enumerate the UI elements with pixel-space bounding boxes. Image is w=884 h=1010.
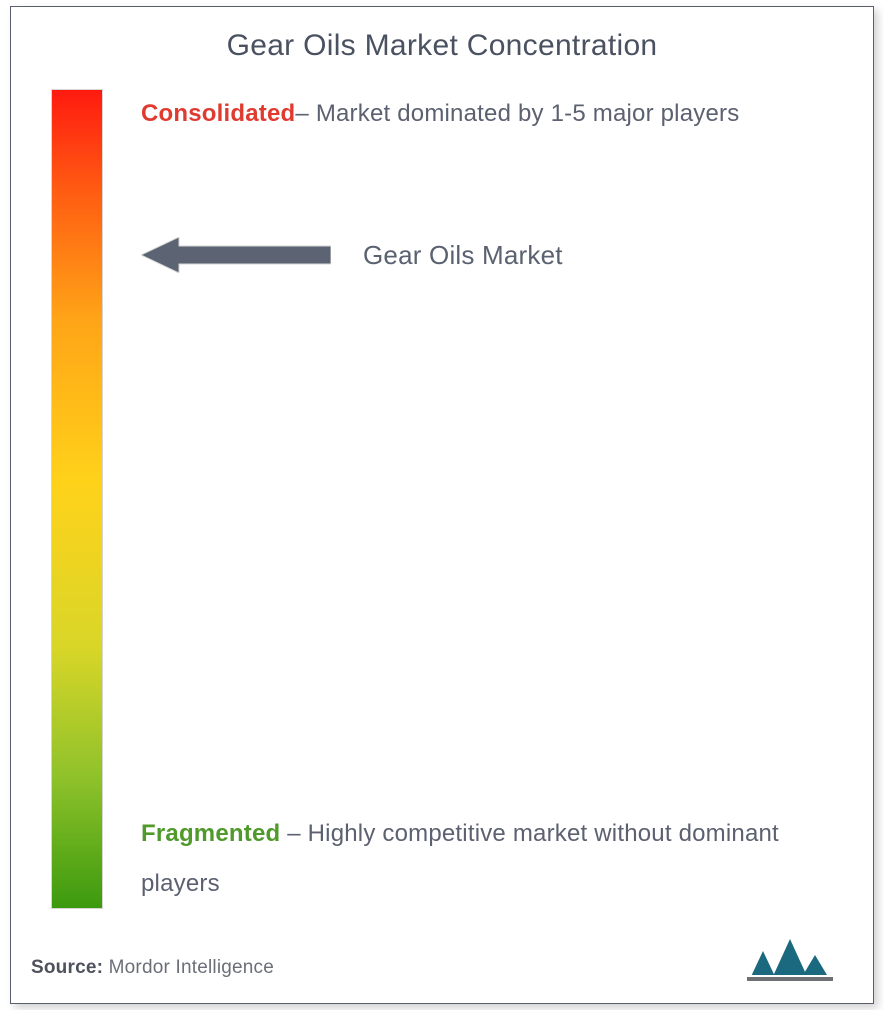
market-pointer: Gear Oils Market (141, 237, 563, 273)
source-citation: Source: Mordor Intelligence (31, 957, 274, 979)
fragmented-description: Fragmented – Highly competitive market w… (141, 809, 841, 910)
infographic-frame: Gear Oils Market Concentration Consolida… (10, 6, 874, 1004)
consolidated-text: – Market dominated by 1-5 major players (295, 100, 739, 127)
fragmented-label: Fragmented (141, 820, 280, 847)
pointer-label: Gear Oils Market (363, 240, 563, 271)
concentration-gradient-bar (51, 89, 103, 909)
chart-title: Gear Oils Market Concentration (11, 29, 873, 63)
source-value: Mordor Intelligence (109, 957, 274, 978)
mordor-logo-icon (747, 937, 833, 985)
consolidated-description: Consolidated– Market dominated by 1-5 ma… (141, 89, 841, 139)
source-label: Source: (31, 957, 103, 978)
consolidated-label: Consolidated (141, 100, 295, 127)
content-area: Consolidated– Market dominated by 1-5 ma… (11, 89, 873, 929)
arrow-left-icon (141, 237, 331, 273)
